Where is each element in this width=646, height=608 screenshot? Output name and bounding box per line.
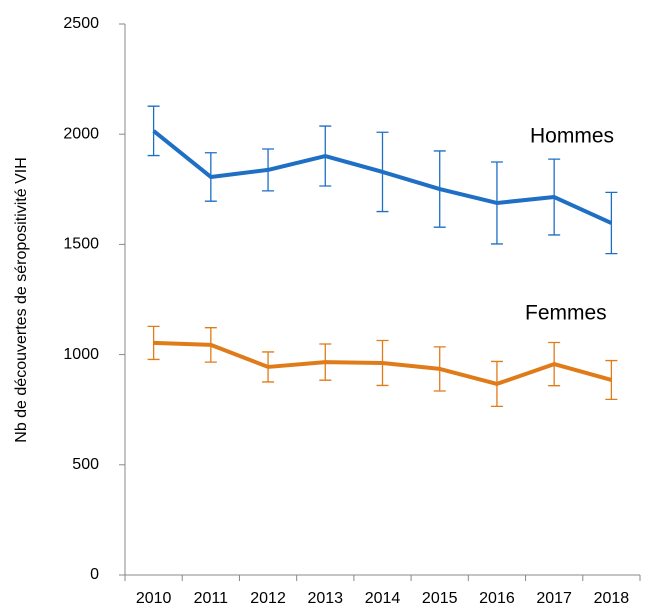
y-tick-label: 1500 xyxy=(63,236,99,253)
x-tick-label: 2010 xyxy=(136,590,172,607)
x-tick-label: 2011 xyxy=(194,590,229,607)
error-bar xyxy=(319,343,332,381)
error-bar xyxy=(548,341,561,387)
x-tick-label: 2013 xyxy=(307,590,343,607)
error-bar xyxy=(548,158,561,236)
error-bar xyxy=(433,346,446,392)
error-bar xyxy=(433,150,446,228)
error-bar xyxy=(490,161,503,245)
x-tick-label: 2014 xyxy=(365,590,401,607)
x-tick-label: 2016 xyxy=(479,590,515,607)
x-tick-label: 2015 xyxy=(422,590,458,607)
y-tick-label: 2500 xyxy=(63,15,99,32)
error-bar xyxy=(605,359,618,400)
error-bar xyxy=(147,105,160,157)
error-bar xyxy=(262,148,275,192)
x-tick-label: 2018 xyxy=(594,590,630,607)
series-label: Hommes xyxy=(530,125,614,148)
y-tick-label: 2000 xyxy=(63,125,99,142)
y-tick-label: 500 xyxy=(72,456,99,473)
error-bar xyxy=(376,339,389,387)
y-tick-label: 0 xyxy=(90,566,99,583)
error-bar xyxy=(319,125,332,187)
error-bar xyxy=(376,131,389,213)
y-axis-label: Nb de découvertes de séropositivité VIH xyxy=(13,157,30,442)
error-bar xyxy=(147,325,160,361)
error-bar xyxy=(262,351,275,383)
error-bar xyxy=(490,360,503,408)
error-bar xyxy=(204,327,217,363)
x-tick-label: 2012 xyxy=(250,590,286,607)
y-tick-label: 1000 xyxy=(63,346,99,363)
error-bar xyxy=(204,152,217,202)
series-label: Femmes xyxy=(525,302,607,325)
x-tick-label: 2017 xyxy=(536,590,572,607)
error-bar xyxy=(605,191,618,255)
